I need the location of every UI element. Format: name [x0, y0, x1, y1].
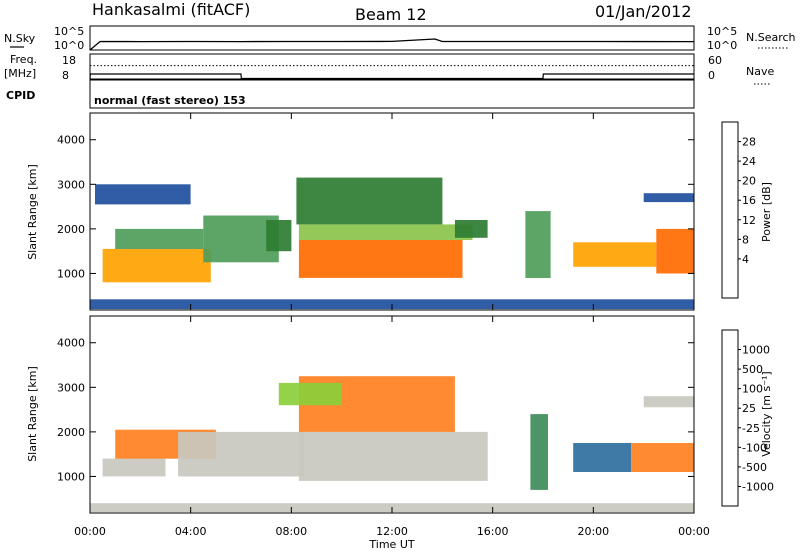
power-ytick-label-4000: 4000	[57, 134, 85, 147]
noise-panel-frame	[89, 25, 695, 51]
velocity-colorbar-tick-4: -25	[742, 422, 760, 435]
power-echo-region-11	[656, 228, 694, 274]
power-colorbar-tick-0: 28	[742, 136, 756, 149]
velocity-colorbar-label: Velocity [m s⁻¹]	[760, 371, 773, 456]
velocity-colorbar-tick-3: 25	[742, 402, 756, 415]
nave-tick-top: 60	[708, 54, 722, 67]
freq-unit-label: [MHz]	[4, 67, 36, 80]
power-colorbar-tick-4: 12	[742, 214, 756, 227]
noise-tick-top-right: 10^5	[707, 25, 737, 38]
date-title: 01/Jan/2012	[595, 2, 692, 21]
power-colorbar-tick-3: 16	[742, 194, 756, 207]
power-ytick-label-1000: 1000	[57, 267, 85, 280]
power-echo-region-10	[573, 242, 657, 267]
power-echo-region-4	[266, 220, 292, 252]
cpid-value: normal (fast stereo) 153	[94, 94, 246, 107]
velocity-colorbar: 1000 500 100 25 -25 -100 -500 -1000	[721, 329, 774, 507]
power-echo-region-8	[454, 220, 488, 238]
noise-tick-top-left: 10^5	[54, 25, 84, 38]
time-axis-ticks: 00:00 04:00 08:00 12:00 16:00 20:00 00:00	[74, 525, 710, 538]
velocity-echo-region-2	[178, 431, 304, 477]
cpid-label: CPID	[6, 89, 35, 102]
velocity-colorbar-tick-0: 1000	[742, 344, 770, 357]
power-colorbar-tick-2: 20	[742, 175, 756, 188]
velocity-colorbar-tick-2: 100	[742, 383, 763, 396]
velocity-colorbar-tick-6: -500	[742, 461, 767, 474]
power-echo-region-1	[115, 228, 204, 249]
time-tick-label-6: 00:00	[678, 525, 710, 538]
velocity-echo-region-8	[631, 443, 694, 472]
power-ytick-label-2000: 2000	[57, 223, 85, 236]
velocity-colorbar-frame	[721, 329, 739, 507]
power-echo-region-12	[643, 193, 694, 203]
velocity-colorbar-tick-1: 500	[742, 363, 763, 376]
cpid-panel-frame	[89, 79, 695, 109]
time-tick-label-4: 16:00	[477, 525, 509, 538]
power-echo-region-2	[95, 184, 191, 205]
power-echo-region-7	[296, 177, 443, 225]
freq-tick-bottom: 8	[62, 69, 69, 82]
freq-series-line	[89, 73, 694, 80]
power-echo-region-9	[525, 211, 551, 278]
nave-label: Nave	[746, 65, 774, 78]
power-colorbar-tick-5: 8	[742, 233, 749, 246]
nsearch-label: N.Search	[746, 31, 796, 44]
time-tick-label-2: 08:00	[275, 525, 307, 538]
freq-plot	[89, 65, 694, 80]
power-colorbar-tick-1: 24	[742, 155, 756, 168]
freq-label: Freq.	[10, 53, 37, 66]
velocity-echo-region-9	[643, 396, 694, 408]
power-echo-region-5	[298, 240, 463, 278]
velocity-echo-region-5	[278, 382, 342, 406]
velocity-ytick-label-1000: 1000	[57, 470, 85, 483]
power-heatmap	[90, 177, 694, 310]
velocity-echo-region-0	[102, 458, 166, 477]
nave-tick-bottom: 0	[708, 69, 715, 82]
power-colorbar-tick-6: 4	[742, 253, 749, 266]
freq-panel-frame	[89, 53, 695, 80]
freq-tick-top: 18	[62, 54, 76, 67]
velocity-ytick-label-3000: 3000	[57, 381, 85, 394]
time-tick-label-3: 12:00	[376, 525, 408, 538]
power-echo-region-6	[298, 224, 473, 240]
velocity-colorbar-tick-7: -1000	[742, 480, 774, 493]
noise-tick-bottom-left: 10^0	[54, 39, 84, 52]
power-ylabel: Slant Range [km]	[26, 164, 39, 260]
velocity-heatmap	[90, 376, 694, 513]
station-title: Hankasalmi (fitACF)	[92, 0, 250, 19]
nsky-label: N.Sky	[4, 32, 36, 45]
noise-plot	[89, 38, 695, 51]
beam-title: Beam 12	[355, 5, 427, 24]
power-colorbar-frame	[721, 121, 739, 299]
velocity-axes: 1000 2000 3000 4000	[57, 316, 695, 513]
velocity-ytick-label-2000: 2000	[57, 426, 85, 439]
velocity-echo-region-3	[298, 431, 488, 481]
power-echo-region-0	[102, 248, 211, 283]
time-axis-label: Time UT	[368, 538, 414, 551]
power-colorbar-label: Power [dB]	[760, 182, 773, 242]
power-ytick-label-3000: 3000	[57, 178, 85, 191]
power-colorbar: 28 24 20 16 12 8 4	[721, 121, 756, 299]
velocity-ylabel: Slant Range [km]	[26, 366, 39, 462]
noise-tick-bottom-right: 10^0	[707, 39, 737, 52]
time-tick-label-0: 00:00	[74, 525, 106, 538]
time-tick-label-1: 04:00	[175, 525, 207, 538]
velocity-echo-region-6	[530, 414, 548, 490]
time-tick-label-5: 20:00	[577, 525, 609, 538]
nsky-series-line	[89, 38, 695, 51]
velocity-colorbar-tick-5: -100	[742, 441, 767, 454]
velocity-echo-region-7	[573, 443, 632, 472]
velocity-ytick-label-4000: 4000	[57, 337, 85, 350]
power-axes: 1000 2000 3000 4000	[57, 113, 695, 310]
